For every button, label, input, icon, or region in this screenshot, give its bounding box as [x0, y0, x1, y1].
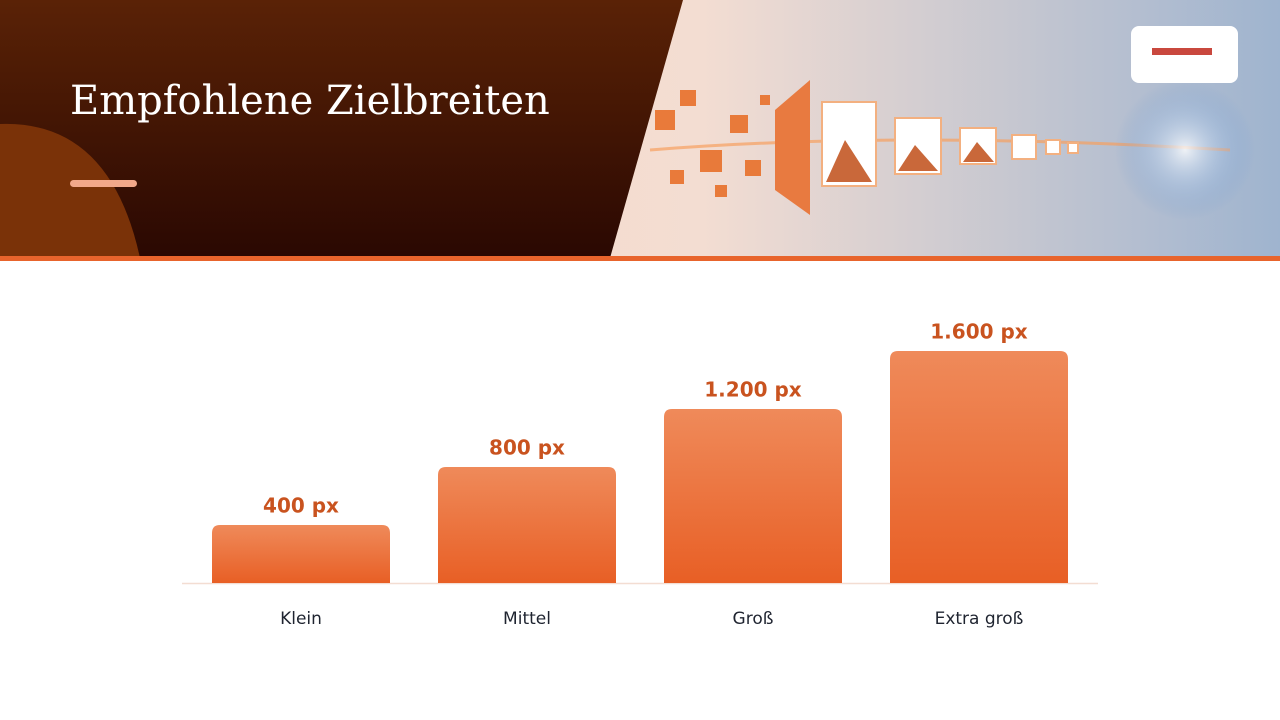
- value-label: 1.200 px: [704, 378, 802, 402]
- bar: [438, 467, 616, 583]
- bar: [212, 525, 390, 583]
- value-label: 400 px: [263, 494, 339, 518]
- value-label: 800 px: [489, 436, 565, 460]
- header: Empfohlene Zielbreiten: [0, 0, 1280, 261]
- plot: 400 px Klein 800 px Mittel 1.200 px Groß 1.600…: [212, 320, 1068, 629]
- category-label: Groß: [733, 609, 774, 629]
- bar: [664, 409, 842, 583]
- category-label: Mittel: [503, 609, 551, 629]
- value-label: 1.600 px: [930, 320, 1028, 344]
- slide-title: Empfohlene Zielbreiten: [70, 78, 550, 124]
- category-label: Extra groß: [935, 609, 1024, 629]
- bar: [890, 351, 1068, 583]
- category-label: Klein: [280, 609, 322, 629]
